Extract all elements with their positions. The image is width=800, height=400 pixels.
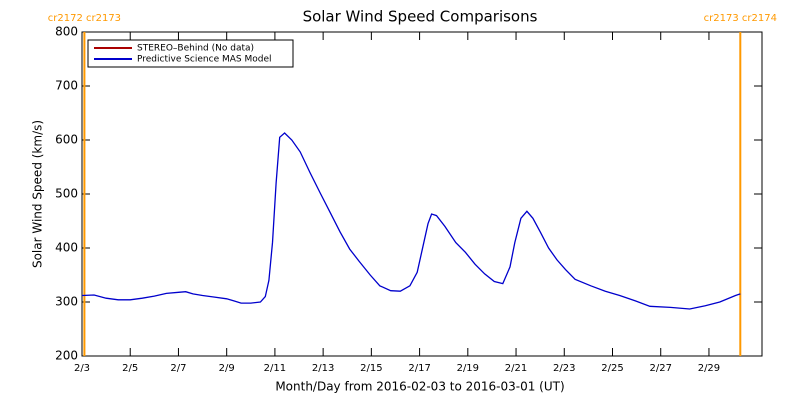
- y-tick-label: 300: [55, 295, 78, 309]
- data-line: [81, 132, 741, 310]
- legend-box: [87, 39, 294, 68]
- y-axis-label: Solar Wind Speed (km/s): [31, 120, 45, 268]
- x-tick-label: 2/29: [698, 363, 720, 374]
- legend: STEREO–Behind (No data)Predictive Scienc…: [87, 39, 294, 68]
- x-tick-label: 2/21: [505, 363, 527, 374]
- x-tick-label: 2/7: [170, 363, 186, 374]
- legend-label: STEREO–Behind (No data): [137, 44, 254, 54]
- x-tick-label: 2/9: [219, 363, 235, 374]
- x-tick-label: 2/23: [553, 363, 575, 374]
- y-tick-label: 800: [55, 25, 78, 39]
- x-tick-label: 2/19: [457, 363, 479, 374]
- legend-label: Predictive Science MAS Model: [137, 55, 272, 65]
- x-tick-label: 2/11: [264, 363, 286, 374]
- x-tick-label: 2/3: [74, 363, 90, 374]
- y-tick-label: 400: [55, 241, 78, 255]
- chart-title: Solar Wind Speed Comparisons: [303, 8, 538, 26]
- x-axis-label: Month/Day from 2016-02-03 to 2016-03-01 …: [275, 380, 564, 394]
- x-tick-label: 2/15: [360, 363, 382, 374]
- x-tick-label: 2/27: [649, 363, 671, 374]
- y-tick-label: 500: [55, 187, 78, 201]
- y-tick-label: 200: [55, 349, 78, 363]
- y-tick-label: 600: [55, 133, 78, 147]
- x-tick-label: 2/25: [601, 363, 623, 374]
- y-tick-label: 700: [55, 79, 78, 93]
- x-tick-label: 2/17: [408, 363, 430, 374]
- x-tick-label: 2/13: [312, 363, 334, 374]
- x-tick-label: 2/5: [122, 363, 138, 374]
- carrington-label: cr2173 cr2174: [704, 13, 777, 24]
- carrington-label: cr2172 cr2173: [48, 13, 121, 24]
